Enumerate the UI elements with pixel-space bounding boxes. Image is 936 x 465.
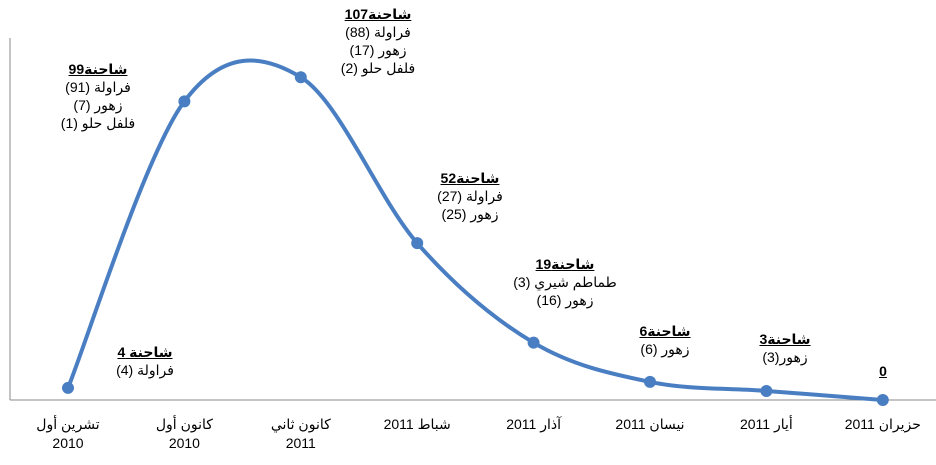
- data-label: 52شاحنة (27) فراولة (25) زهور: [400, 169, 540, 223]
- data-label-value: 99شاحنة: [68, 61, 128, 77]
- data-label-value: 107شاحنة: [344, 6, 412, 22]
- annotation-line: (16) زهور: [536, 292, 594, 308]
- x-tick-label: آذار 2011: [506, 416, 561, 432]
- x-tick-label: تشرين أول 2010: [36, 416, 100, 451]
- marker: [294, 71, 307, 84]
- marker: [876, 394, 889, 406]
- annotation-line: (7) زهور: [73, 97, 123, 113]
- x-tick-label: شباط 2011: [383, 416, 451, 432]
- marker: [411, 237, 424, 250]
- annotation-line: (17) زهور: [349, 42, 407, 58]
- data-label: 107شاحنة (88) فراولة (17) زهور (2) فلفل حلو: [308, 5, 448, 77]
- x-tick-label: أيار 2011: [739, 416, 793, 432]
- data-label-value: 19شاحنة: [535, 256, 595, 272]
- data-label-value: 52شاحنة: [440, 170, 500, 186]
- annotation-line: (6) زهور: [640, 341, 690, 357]
- data-label-value: شاحنة 4: [117, 344, 173, 360]
- annotation-line: (3)زهور: [762, 349, 808, 365]
- line: [66, 58, 883, 402]
- x-tick-label: حزيران 2011: [844, 416, 921, 432]
- annotation-line: (4) فراولة: [116, 362, 174, 378]
- data-label: 0: [813, 362, 936, 380]
- annotation-line: (25) زهور: [441, 206, 499, 222]
- data-label-value: 0: [879, 363, 887, 379]
- data-label: 3شاحنة (3)زهور: [715, 330, 855, 366]
- marker: [178, 95, 191, 108]
- data-label: 19شاحنة (3) طماطم شيري (16) زهور: [495, 255, 635, 309]
- annotation-line: (1) فلفل حلو: [60, 115, 136, 131]
- marker: [62, 381, 74, 394]
- annotation-line: (91) فراولة: [65, 79, 131, 95]
- marker: [527, 336, 540, 349]
- data-label: 99شاحنة (91) فراولة (7) زهور (1) فلفل حلو: [28, 60, 168, 132]
- annotation-line: (2) فلفل حلو: [340, 60, 416, 76]
- annotation-line: (27) فراولة: [437, 188, 503, 204]
- data-label-value: 3شاحنة: [759, 331, 811, 347]
- x-tick-label: كانون أول 2010: [155, 416, 213, 451]
- x-tick-label: كانون ثاني 2011: [270, 416, 331, 451]
- annotation-line: (3) طماطم شيري: [513, 274, 617, 290]
- marker: [760, 384, 773, 397]
- marker: [644, 375, 656, 388]
- annotation-line: (88) فراولة: [345, 24, 411, 40]
- data-label: 6شاحنة (6) زهور: [595, 322, 735, 358]
- data-label-value: 6شاحنة: [639, 323, 691, 339]
- x-tick-label: نيسان 2011: [615, 416, 685, 432]
- data-label: شاحنة 4 (4) فراولة: [75, 343, 215, 379]
